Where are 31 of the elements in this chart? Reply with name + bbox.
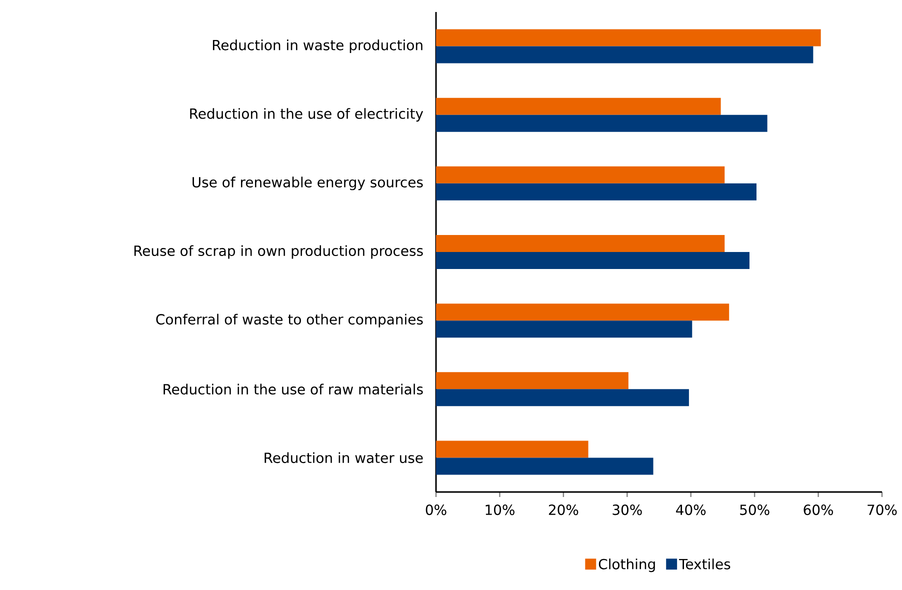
x-tick-label: 10%: [486, 504, 514, 516]
y-tick-label: Reduction in the use of electricity: [190, 108, 424, 122]
y-tick-label: Reduction in waste production: [212, 40, 422, 54]
bar: [436, 166, 725, 184]
bar: [436, 234, 725, 252]
x-tick-label: 70%: [868, 504, 897, 516]
x-tick-label: 30%: [612, 504, 642, 516]
y-tick-label: Conferral of waste to other companies: [156, 314, 423, 328]
y-tick-label: Use of renewable energy sources: [192, 176, 423, 190]
bar: [436, 252, 750, 269]
bar: [436, 98, 721, 115]
bar: [436, 46, 814, 64]
bar: [436, 372, 628, 390]
legend-label: Textiles: [679, 558, 730, 570]
bar: [436, 440, 588, 458]
bar: [436, 389, 689, 406]
x-tick-label: 40%: [676, 504, 706, 516]
x-tick-label: 0%: [426, 504, 446, 516]
x-tick-label: 50%: [740, 504, 770, 516]
bar: [436, 320, 692, 338]
bar: [436, 304, 730, 321]
bar: [436, 458, 654, 475]
y-tick-label: Reduction in the use of raw materials: [164, 384, 423, 395]
bar: [436, 114, 768, 132]
x-tick-label: 60%: [804, 504, 834, 516]
bar: [436, 29, 821, 46]
x-tick-label: 20%: [548, 504, 578, 516]
bar: [436, 183, 756, 200]
legend-label: Clothing: [598, 558, 655, 572]
y-tick-label: Reduction in water use: [264, 452, 423, 464]
y-tick-label: Reuse of scrap in own production process: [134, 245, 423, 259]
